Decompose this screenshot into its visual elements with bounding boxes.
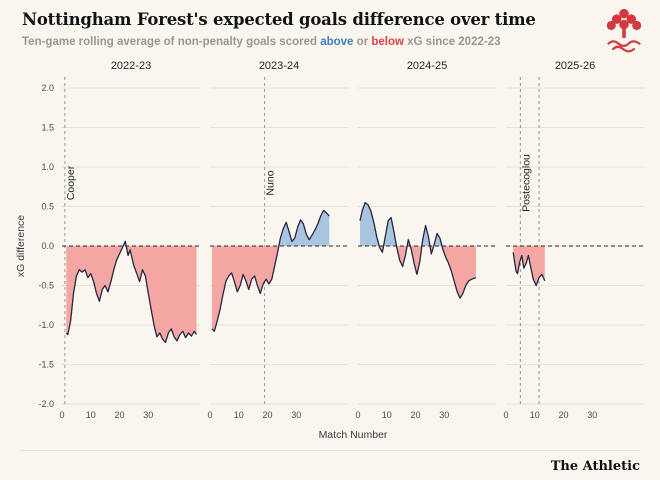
x-tick-label: 10 [382, 410, 392, 420]
subtitle-below-word: below [371, 36, 404, 48]
area-above-xg [212, 210, 330, 246]
y-tick-label: -2.0 [38, 399, 54, 409]
x-tick-label: 20 [262, 410, 272, 420]
x-tick-label: 10 [530, 410, 540, 420]
y-tick-label: -1.0 [38, 320, 54, 330]
area-below-xg [212, 246, 330, 332]
xg-difference-line [211, 209, 330, 332]
x-tick-label: 0 [503, 410, 508, 420]
subtitle-suffix: xG since 2022-23 [403, 36, 501, 48]
x-tick-label: 10 [86, 410, 96, 420]
x-tick-label: 20 [114, 410, 124, 420]
chart-header: Nottingham Forest's expected goals diffe… [22, 10, 582, 48]
x-tick-label: 10 [234, 410, 244, 420]
chart-subtitle: Ten-game rolling average of non-penalty … [22, 36, 582, 48]
y-tick-label: -1.5 [38, 360, 54, 370]
footer: The Athletic [20, 450, 640, 475]
x-axis-title: Match Number [319, 429, 388, 441]
x-tick-label: 0 [207, 410, 212, 420]
manager-label: Nuno [265, 170, 277, 195]
chart-svg: 2.0 1.5 1.0 0.5 0.0 -0.5 -1.0 -1.5 -2.0 xG differ… [15, 60, 644, 441]
area-below-xg [66, 246, 197, 343]
x-tick-label: 20 [410, 410, 420, 420]
manager-label: Cooper [65, 165, 77, 200]
page-title: Nottingham Forest's expected goals diffe… [22, 10, 536, 29]
y-tick-label: 1.0 [41, 162, 54, 172]
y-tick-label: 0.0 [41, 241, 54, 251]
season-label: 2023-24 [259, 60, 299, 72]
y-tick-label: -0.5 [38, 281, 54, 291]
y-axis-title: xG difference [15, 215, 27, 277]
x-tick-label: 0 [59, 410, 64, 420]
subtitle-or-word: or [353, 36, 372, 48]
crest-tree [606, 8, 642, 39]
y-tick-label: 0.5 [41, 202, 54, 212]
area-below-xg [360, 246, 476, 299]
x-tick-label: 20 [558, 410, 568, 420]
nottingham-forest-logo-icon [606, 8, 642, 53]
season-label: 2022-23 [111, 60, 151, 72]
the-athletic-wordmark: The Athletic [550, 459, 640, 474]
season-label: 2025-26 [555, 60, 595, 72]
subtitle-prefix: Ten-game rolling average of non-penalty … [22, 36, 321, 48]
area-above-xg [360, 202, 476, 246]
manager-label: Postecoglou [520, 154, 532, 212]
y-tick-label: 2.0 [41, 83, 54, 93]
subtitle-above-word: above [320, 36, 354, 48]
x-tick-label: 30 [143, 410, 153, 420]
y-tick-label: 1.5 [41, 123, 54, 133]
crest-waves [607, 40, 641, 53]
chart-area: 2.0 1.5 1.0 0.5 0.0 -0.5 -1.0 -1.5 -2.0 xG differ… [0, 55, 660, 450]
xg-difference-line [65, 240, 198, 344]
area-below-xg [513, 246, 545, 286]
xg-difference-line [359, 201, 477, 299]
x-tick-label: 30 [291, 410, 301, 420]
x-tick-label: 30 [587, 410, 597, 420]
x-tick-label: 0 [355, 410, 360, 420]
xg-difference-line [512, 252, 546, 287]
season-label: 2024-25 [407, 60, 447, 72]
x-tick-label: 30 [439, 410, 449, 420]
